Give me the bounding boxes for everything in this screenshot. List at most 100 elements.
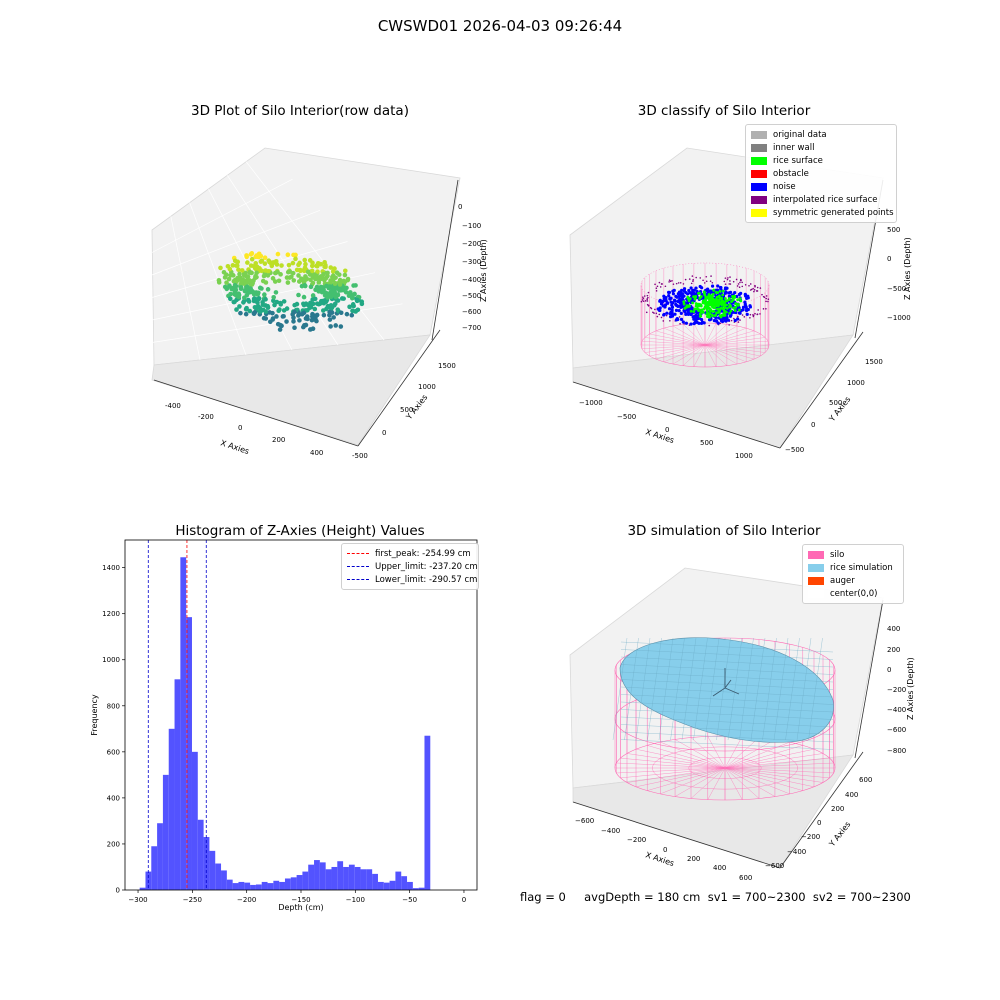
interpolated-point	[642, 297, 645, 300]
silo-wire	[641, 341, 706, 346]
data-point	[308, 300, 313, 306]
interpolated-point	[752, 287, 754, 290]
p2-ytick: 0	[811, 421, 815, 429]
interpolated-point	[726, 278, 729, 281]
surface-mesh	[620, 739, 834, 750]
data-point	[330, 285, 336, 290]
noise-point	[700, 317, 704, 322]
data-point	[309, 268, 315, 274]
rice-point	[733, 309, 737, 312]
rice-point	[728, 311, 732, 315]
histogram-bar	[360, 869, 367, 890]
noise-point	[736, 317, 740, 321]
histogram-bar	[418, 887, 425, 890]
data-point	[353, 283, 358, 288]
histogram-bar	[389, 880, 396, 890]
y-tick-label: 1400	[102, 564, 120, 572]
p4-ztick: 400	[887, 625, 900, 633]
data-point	[254, 264, 260, 270]
surface-mesh	[658, 637, 674, 741]
noise-point	[689, 286, 693, 290]
interpolated-point	[728, 324, 730, 326]
data-point	[261, 273, 267, 279]
noise-point	[670, 305, 675, 309]
interpolated-point	[659, 286, 662, 288]
data-point	[256, 296, 262, 301]
x-tick-label: −100	[346, 896, 365, 904]
interpolated-point	[652, 311, 654, 314]
data-point	[303, 261, 308, 267]
interpolated-point	[729, 280, 731, 282]
data-point	[323, 264, 328, 270]
noise-point	[661, 299, 665, 303]
data-point	[302, 265, 308, 271]
interpolated-point	[762, 295, 765, 298]
interpolated-point	[730, 319, 733, 322]
data-point	[278, 302, 284, 307]
rice-point	[714, 313, 718, 317]
noise-point	[685, 301, 689, 305]
data-point	[342, 268, 348, 274]
p4-ytick: −600	[765, 862, 784, 870]
noise-point	[669, 315, 673, 319]
noise-point	[672, 298, 677, 302]
interpolated-point	[738, 286, 741, 289]
surface-mesh	[785, 637, 800, 741]
rice-point	[721, 289, 725, 293]
data-point	[343, 290, 349, 295]
data-point	[228, 296, 233, 302]
noise-point	[666, 290, 671, 294]
x-tick-label: 0	[462, 896, 466, 904]
data-point	[247, 269, 253, 275]
noise-point	[729, 290, 733, 294]
interpolated-point	[732, 280, 735, 283]
rice-point	[708, 307, 712, 311]
silo-wire	[655, 344, 706, 360]
interpolated-point	[739, 279, 742, 281]
data-point	[320, 308, 326, 313]
surface-mesh	[796, 637, 812, 741]
noise-point	[658, 298, 662, 302]
p4-ytick: 400	[845, 791, 858, 799]
data-point	[266, 258, 272, 263]
noise-point	[737, 311, 742, 315]
data-point	[271, 298, 276, 304]
data-point	[268, 319, 273, 325]
interpolated-point	[756, 286, 759, 289]
silo-wire	[724, 767, 830, 779]
data-point	[296, 313, 301, 318]
interpolated-point	[658, 313, 661, 316]
rice-point	[720, 300, 724, 304]
data-point	[325, 273, 330, 279]
noise-point	[672, 288, 676, 292]
noise-point	[716, 284, 720, 288]
data-point	[267, 310, 272, 315]
noise-point	[686, 311, 690, 316]
data-point	[328, 303, 334, 308]
data-point	[247, 278, 252, 283]
noise-point	[659, 302, 664, 306]
noise-point	[658, 306, 662, 310]
data-point	[263, 297, 268, 302]
rice-point	[696, 305, 699, 308]
silo-wire	[704, 333, 761, 346]
panel4-3d-axes: −600 −400 −200 0 200 400 600 −600 −400 −…	[569, 567, 915, 882]
silo-wire	[724, 739, 776, 769]
interpolated-point	[679, 322, 681, 325]
data-point	[286, 262, 292, 268]
noise-point	[680, 295, 685, 300]
p4-ztick: 200	[887, 646, 900, 654]
p1-ytick: -500	[352, 452, 368, 460]
histogram-bar	[383, 882, 390, 890]
silo-wire	[635, 749, 726, 769]
y-tick-label: 1000	[102, 656, 120, 664]
data-point	[322, 259, 327, 265]
silo-wire	[620, 767, 726, 779]
noise-point	[680, 292, 685, 296]
data-point	[273, 290, 279, 295]
histogram-chart: −300 −250 −200 −150 −100 −50 0 0 200 400 600 800 10…	[90, 539, 478, 912]
histogram-bar	[139, 887, 146, 890]
p4-ylabel: Y Axies	[827, 820, 853, 849]
rice-point	[698, 315, 702, 318]
noise-point	[658, 308, 662, 313]
